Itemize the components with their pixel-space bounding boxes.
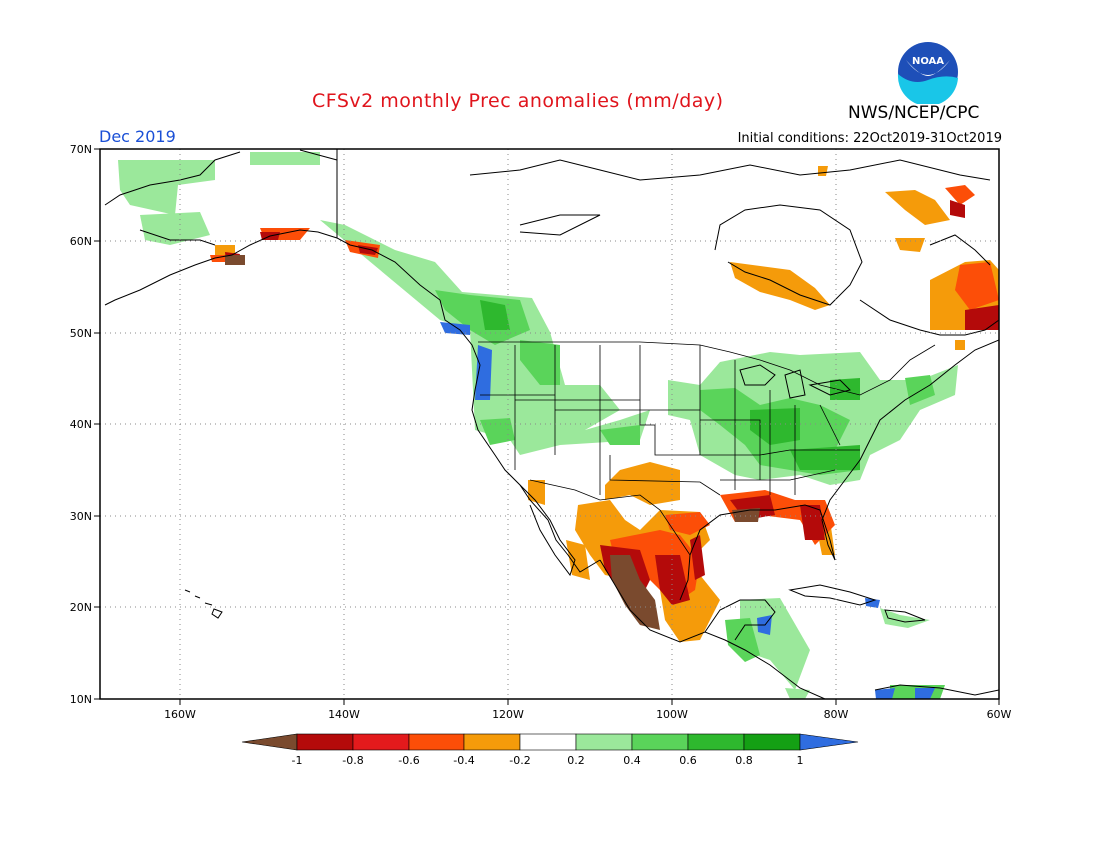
colorbar-label: -0.2 <box>509 754 530 767</box>
colorbar-label: -0.8 <box>342 754 363 767</box>
colorbar-cell-9 <box>743 733 801 751</box>
colorbar-label: 0.2 <box>567 754 585 767</box>
colorbar-label: 1 <box>797 754 804 767</box>
lat-label-70n: 70N <box>70 143 92 156</box>
agency-label: NWS/NCEP/CPC <box>848 103 980 123</box>
lon-label-160w: 160W <box>164 708 196 721</box>
lon-label-140w: 140W <box>328 708 360 721</box>
lon-label-80w: 80W <box>824 708 849 721</box>
colorbar-cell-1 <box>296 733 354 751</box>
lat-label-30n: 30N <box>70 510 92 523</box>
forecast-month-label: Dec 2019 <box>99 127 176 146</box>
graticule <box>100 149 999 699</box>
colorbar-label: 0.8 <box>735 754 753 767</box>
longitude-labels: 160W 140W 120W 100W 80W 60W <box>164 708 1011 721</box>
anomaly-fields <box>118 152 999 699</box>
colorbar-cell-2 <box>352 733 410 751</box>
lat-label-40n: 40N <box>70 418 92 431</box>
map-title: CFSv2 monthly Prec anomalies (mm/day) <box>312 90 724 112</box>
colorbar-label: 0.6 <box>679 754 697 767</box>
political-borders <box>478 341 936 556</box>
colorbar-label: 0.4 <box>623 754 641 767</box>
colorbar: -1 -0.8 -0.6 -0.4 -0.2 0.2 0.4 0.6 0.8 1 <box>241 733 859 767</box>
lon-label-100w: 100W <box>656 708 688 721</box>
lat-label-60n: 60N <box>70 235 92 248</box>
initial-conditions-label: Initial conditions: 22Oct2019-31Oct2019 <box>737 131 1002 146</box>
colorbar-cell-8 <box>687 733 745 751</box>
colorbar-cell-6 <box>575 733 633 751</box>
lon-label-60w: 60W <box>987 708 1012 721</box>
lat-label-20n: 20N <box>70 601 92 614</box>
latitude-labels: 70N 60N 50N 40N 30N 20N 10N <box>70 143 92 706</box>
colorbar-label: -0.4 <box>453 754 474 767</box>
colorbar-label: -0.6 <box>398 754 419 767</box>
coastlines <box>104 149 999 699</box>
lon-label-120w: 120W <box>492 708 524 721</box>
tick-marks <box>94 148 1000 705</box>
colorbar-cell-4 <box>463 733 521 751</box>
colorbar-cell-7 <box>631 733 689 751</box>
colorbar-cell-5 <box>519 733 577 751</box>
colorbar-label: -1 <box>292 754 303 767</box>
noaa-logo-text: NOAA <box>912 56 944 67</box>
noaa-logo: NOAA <box>897 42 958 104</box>
lat-label-50n: 50N <box>70 327 92 340</box>
colorbar-cell-3 <box>408 733 465 751</box>
colorbar-cell-10 <box>799 733 859 751</box>
lat-label-10n: 10N <box>70 693 92 706</box>
colorbar-cell-0 <box>241 733 298 751</box>
